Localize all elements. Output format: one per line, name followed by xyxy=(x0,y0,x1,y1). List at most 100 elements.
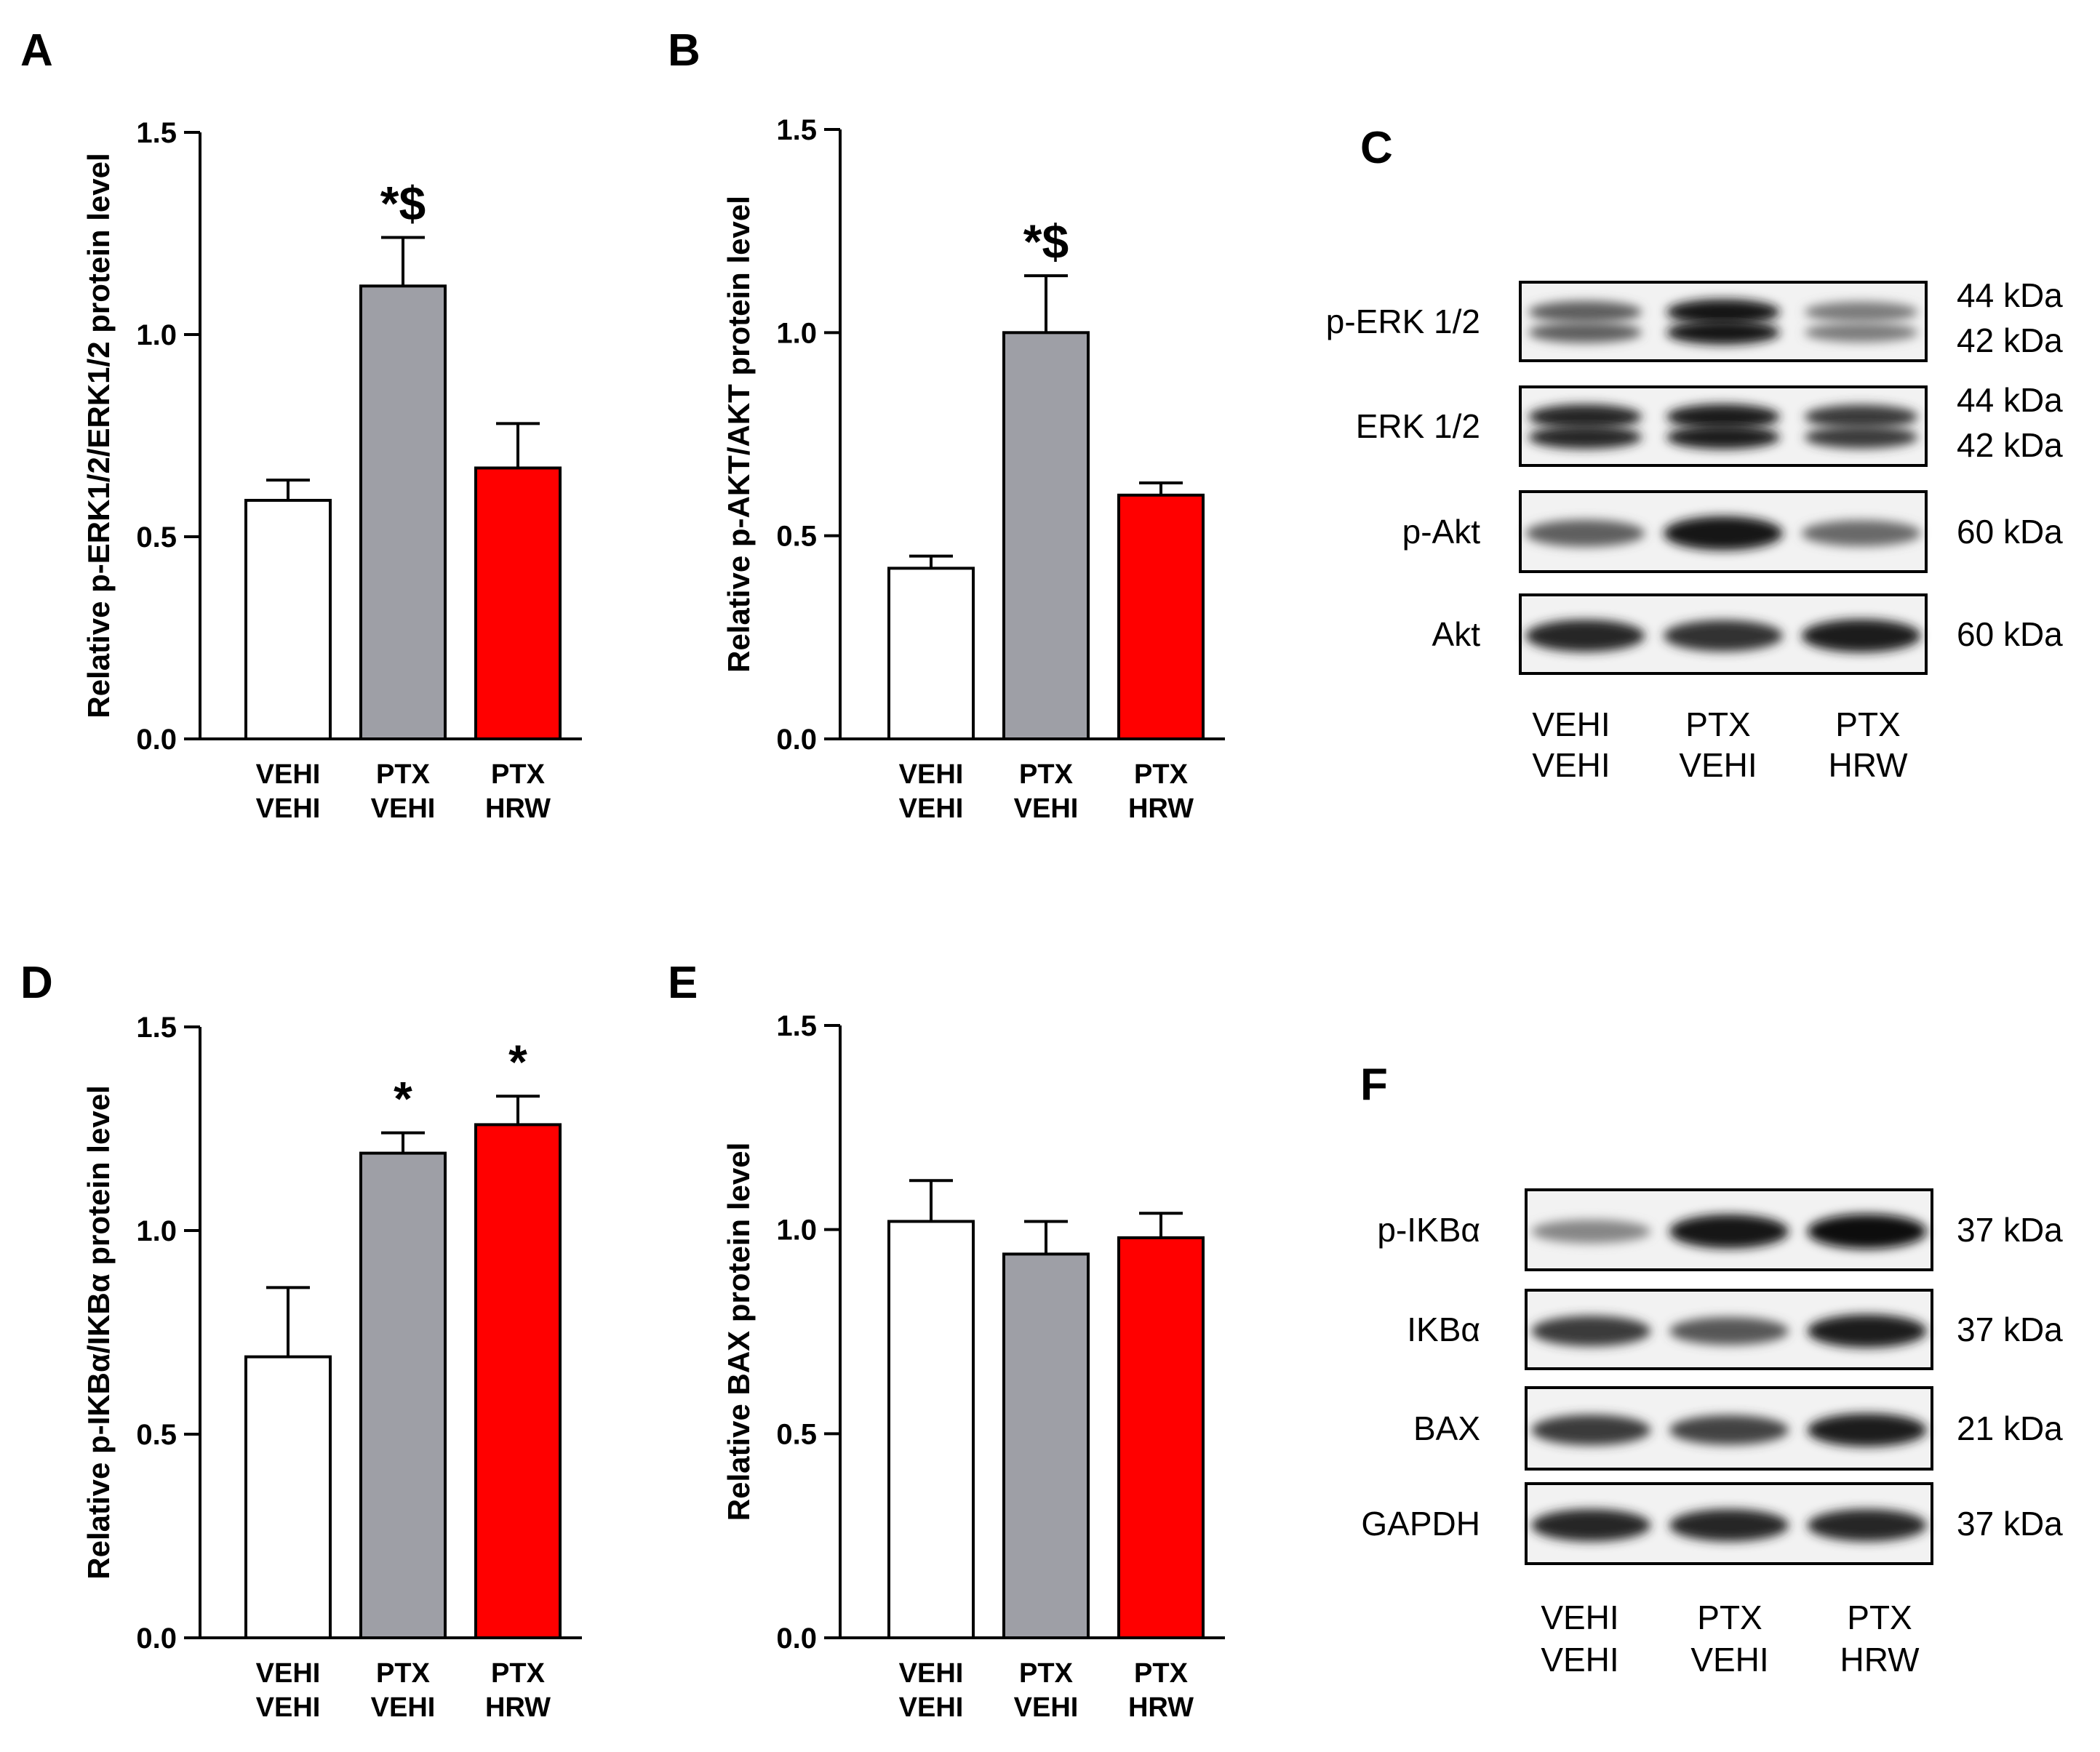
protein-band xyxy=(1664,620,1783,652)
chart-panel-e: E 0.0 0.5 1.0 1.5 Relative BAX protein level V… xyxy=(668,958,1225,1723)
protein-band xyxy=(1666,404,1780,430)
y-tick-label: 1.0 xyxy=(776,317,817,349)
significance-marker: *$ xyxy=(380,177,426,231)
blot-panel-f: Fp-IKBα 37 kDa IKBα 37 kDa BAX 21 kDa GAPDH 37 … xyxy=(1360,1060,2063,1679)
y-tick-label: 1.0 xyxy=(776,1215,817,1247)
y-tick-label: 1.5 xyxy=(776,114,817,146)
y-axis-label: Relative p-AKT/AKT protein level xyxy=(722,196,756,673)
significance-marker: * xyxy=(394,1072,412,1126)
blot-row: p-IKBα 37 kDa xyxy=(1377,1188,2063,1271)
protein-band xyxy=(1804,425,1918,449)
bar-2 xyxy=(359,1151,447,1639)
y-tick-label: 1.5 xyxy=(776,1010,817,1042)
panel-letter: A xyxy=(20,25,53,76)
bar-3 xyxy=(474,1123,562,1639)
blot-row: p-ERK 1/2 44 kDa 42 kDa xyxy=(1326,276,2063,362)
kda-label: 37 kDa xyxy=(1957,1211,2063,1249)
blot-lane-label: VEHI xyxy=(1690,1641,1768,1679)
kda-label: 42 kDa xyxy=(1957,426,2063,464)
protein-band xyxy=(1807,1509,1927,1542)
x-category-label: HRW xyxy=(485,1692,551,1723)
protein-band xyxy=(1804,322,1918,343)
x-category-label: HRW xyxy=(485,793,551,824)
protein-band xyxy=(1531,1220,1651,1244)
significance-marker: * xyxy=(508,1035,527,1089)
blot-protein-label: ERK 1/2 xyxy=(1356,407,1480,445)
x-category-label: PTX xyxy=(1134,1658,1189,1689)
x-category-label: VEHI xyxy=(1014,1692,1079,1723)
bar-2 xyxy=(1002,331,1090,741)
x-category-label: HRW xyxy=(1128,793,1194,824)
x-category-label: PTX xyxy=(1019,1658,1074,1689)
kda-label: 60 kDa xyxy=(1957,615,2063,653)
protein-band xyxy=(1801,520,1921,547)
x-category-label: VEHI xyxy=(899,793,964,824)
y-tick-label: 1.0 xyxy=(136,1215,177,1247)
y-axis-label: Relative p-IKBα/IKBα protein level xyxy=(81,1085,116,1579)
blot-protein-label: IKBα xyxy=(1407,1311,1480,1348)
blot-protein-label: p-IKBα xyxy=(1377,1211,1480,1249)
protein-band xyxy=(1664,516,1783,551)
blot-protein-label: BAX xyxy=(1413,1409,1480,1447)
protein-band xyxy=(1804,404,1918,429)
panel-letter: D xyxy=(20,958,53,1008)
blot-row: IKBα 37 kDa xyxy=(1407,1289,2063,1370)
significance-marker: *$ xyxy=(1023,215,1069,268)
y-tick-label: 1.5 xyxy=(136,1012,177,1044)
bar-3 xyxy=(1117,1236,1205,1639)
bar-1 xyxy=(887,567,975,740)
x-category-label: VEHI xyxy=(256,793,321,824)
x-category-label: VEHI xyxy=(256,1658,321,1689)
protein-band xyxy=(1666,299,1780,325)
y-tick-label: 1.5 xyxy=(136,117,177,149)
y-tick-label: 0.0 xyxy=(776,724,817,756)
bar-1 xyxy=(244,498,332,741)
x-category-label: PTX xyxy=(1019,759,1074,790)
x-category-label: PTX xyxy=(491,759,546,790)
blot-lane-label: PTX xyxy=(1697,1599,1762,1636)
protein-band xyxy=(1531,1415,1651,1446)
protein-band xyxy=(1666,425,1780,449)
y-tick-label: 0.5 xyxy=(776,521,817,553)
blot-lane-label: VEHI xyxy=(1541,1599,1618,1636)
protein-band xyxy=(1807,1314,1927,1348)
chart-panel-a: A 0.0 0.5 1.0 1.5 Relative p-ERK1/2/ERK1/2 pr… xyxy=(20,25,582,824)
blot-row: ERK 1/2 44 kDa 42 kDa xyxy=(1356,381,2063,467)
y-tick-label: 1.0 xyxy=(136,319,177,351)
blot-row: BAX 21 kDa xyxy=(1413,1386,2063,1471)
kda-label: 37 kDa xyxy=(1957,1311,2063,1348)
x-category-label: VEHI xyxy=(1014,793,1079,824)
blot-lane-label: PTX xyxy=(1835,705,1900,743)
x-category-label: VEHI xyxy=(899,759,964,790)
bar-1 xyxy=(244,1355,332,1639)
protein-band xyxy=(1669,1509,1789,1542)
protein-band xyxy=(1531,1509,1651,1542)
protein-band xyxy=(1669,1316,1789,1345)
kda-label: 42 kDa xyxy=(1957,321,2063,359)
protein-band xyxy=(1804,301,1918,323)
y-tick-label: 0.0 xyxy=(136,1623,177,1655)
blot-protein-label: p-ERK 1/2 xyxy=(1326,303,1480,340)
bar-2 xyxy=(359,284,447,740)
protein-band xyxy=(1528,404,1642,430)
x-category-label: VEHI xyxy=(256,759,321,790)
panel-letter: C xyxy=(1360,123,1393,173)
y-tick-label: 0.0 xyxy=(776,1623,817,1655)
x-category-label: VEHI xyxy=(899,1692,964,1723)
protein-band xyxy=(1525,519,1645,547)
bar-3 xyxy=(474,466,562,740)
bar-3 xyxy=(1117,493,1205,740)
x-category-label: HRW xyxy=(1128,1692,1194,1723)
blot-lane-label: HRW xyxy=(1828,746,1908,784)
x-category-label: PTX xyxy=(376,759,431,790)
blot-lane-label: HRW xyxy=(1840,1641,1920,1679)
panel-letter: B xyxy=(668,25,700,76)
protein-band xyxy=(1525,619,1645,652)
y-tick-label: 0.5 xyxy=(776,1418,817,1450)
x-category-label: VEHI xyxy=(371,793,436,824)
protein-band xyxy=(1669,1214,1789,1249)
bar-1 xyxy=(887,1220,975,1639)
blot-protein-label: GAPDH xyxy=(1361,1505,1480,1543)
blot-lane-label: PTX xyxy=(1847,1599,1912,1636)
blot-lane-label: VEHI xyxy=(1679,746,1757,784)
